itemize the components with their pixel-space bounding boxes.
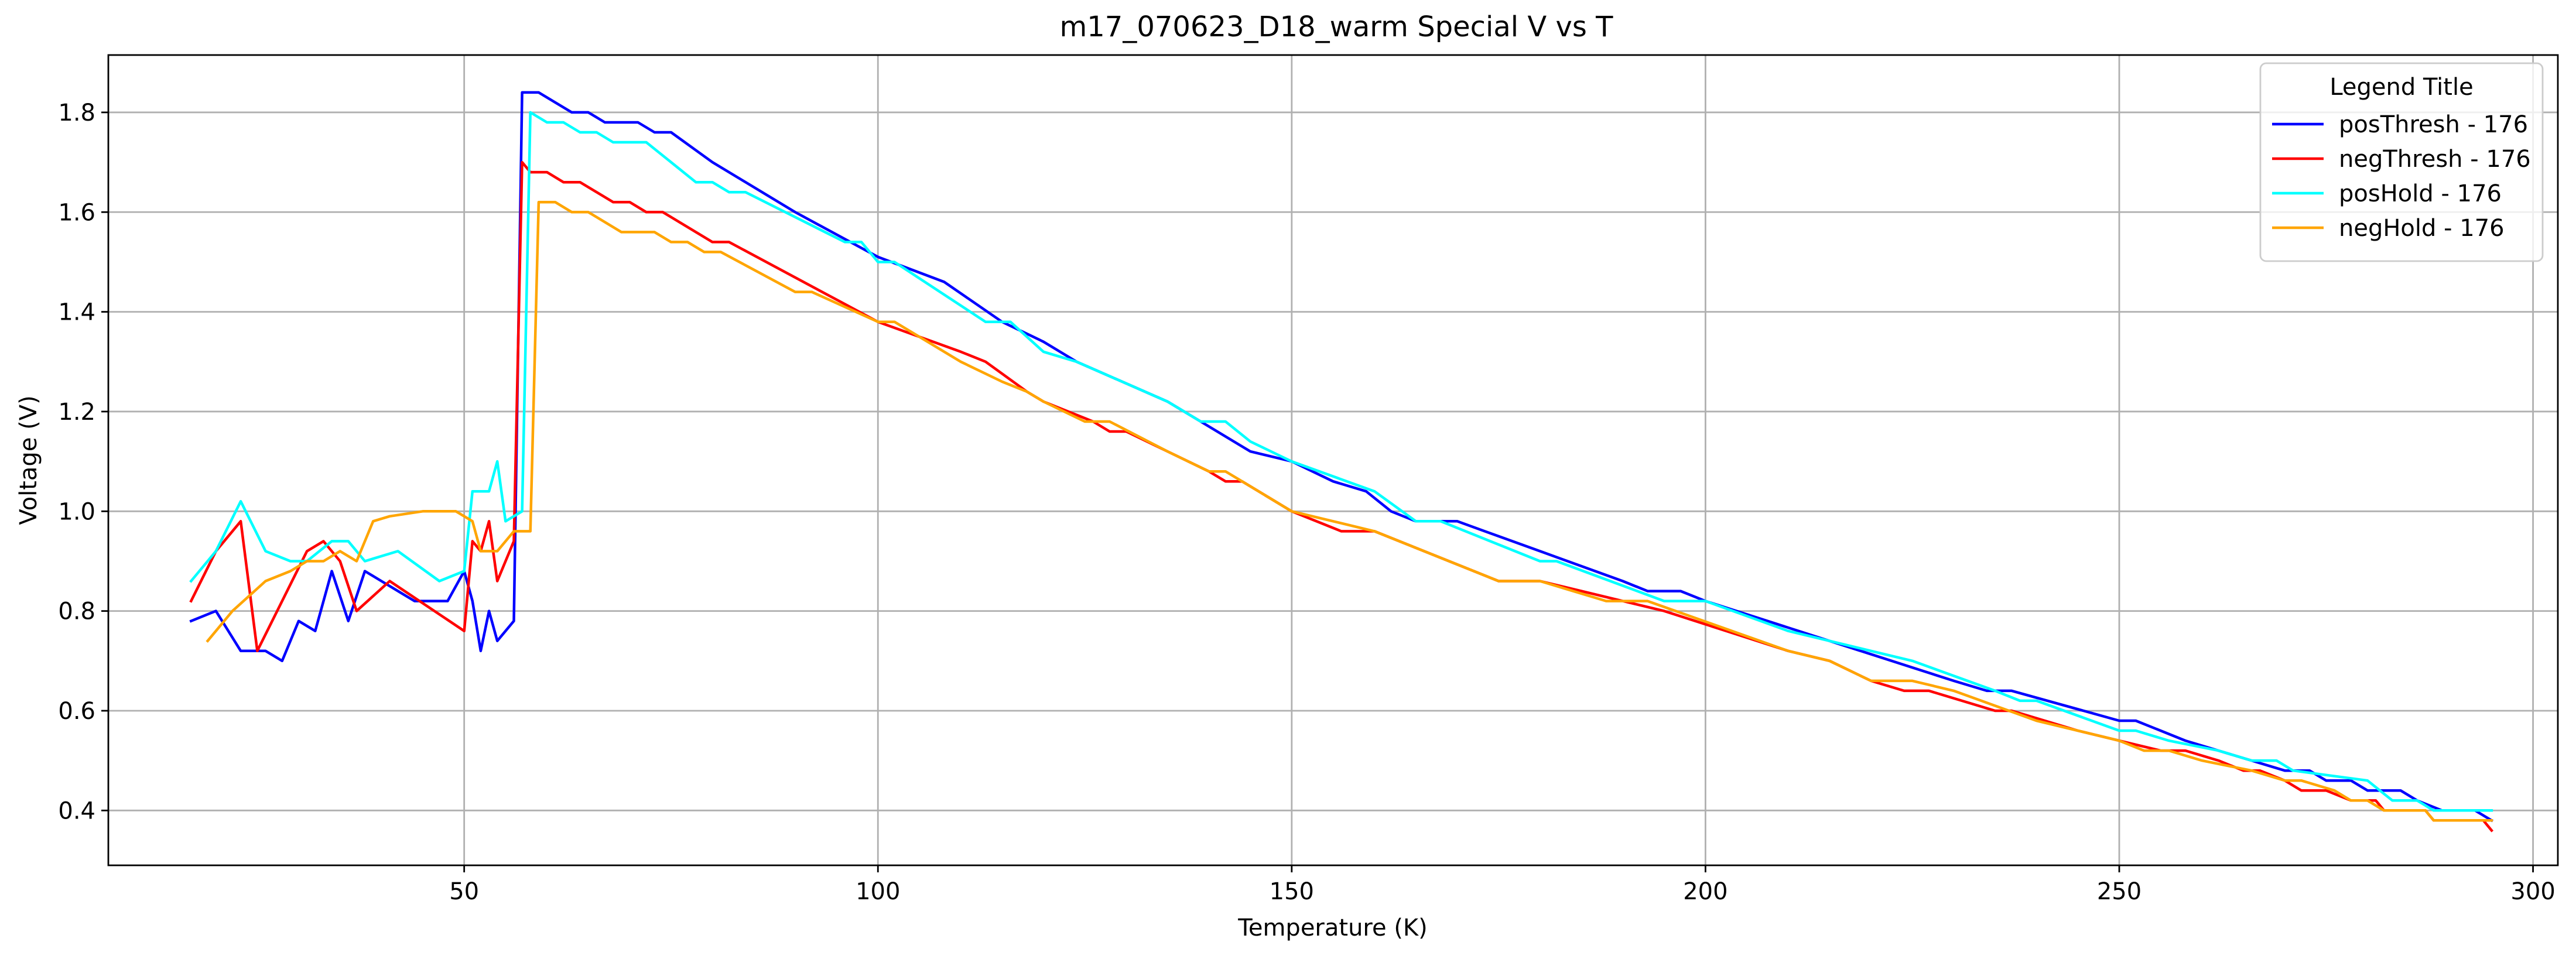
y-tick-label: 1.4 <box>58 299 95 326</box>
series-line-posthresh <box>189 91 2493 823</box>
plot-frame <box>107 54 2559 866</box>
series-line-neghold <box>206 200 2493 822</box>
x-axis-label: Temperature (K) <box>1237 915 1428 941</box>
y-tick-label: 1.6 <box>58 199 95 226</box>
y-tick-label: 1.2 <box>58 399 95 426</box>
y-axis: 0.4 0.6 0.8 1.0 1.2 1.4 1.6 1.8 <box>58 100 108 824</box>
x-tick-label: 200 <box>1683 878 1727 905</box>
x-tick-label: 250 <box>2097 878 2141 905</box>
legend-entry-label: negHold - 176 <box>2339 215 2505 242</box>
series-line-poshold <box>189 111 2493 812</box>
legend-entry-label: posThresh - 176 <box>2339 111 2528 138</box>
legend-frame <box>2259 62 2544 262</box>
legend-entry-label: posHold - 176 <box>2339 180 2502 207</box>
y-tick-label: 0.4 <box>58 797 95 824</box>
x-tick-label: 300 <box>2510 878 2555 905</box>
y-axis-label: Voltage (V) <box>15 395 42 525</box>
x-tick-label: 150 <box>1270 878 1314 905</box>
chart-title: m17_070623_D18_warm Special V vs T <box>1060 11 1614 43</box>
legend: Legend Title posThresh - 176 negThresh - … <box>2259 62 2544 262</box>
y-tick-label: 0.6 <box>58 698 95 725</box>
x-tick-label: 100 <box>856 878 900 905</box>
legend-title: Legend Title <box>2329 74 2473 101</box>
y-tick-label: 0.8 <box>58 598 95 625</box>
series-layer <box>189 91 2494 833</box>
legend-entry-label: negThresh - 176 <box>2339 146 2531 173</box>
x-axis: 50 100 150 200 250 300 <box>449 865 2556 905</box>
y-tick-label: 1.0 <box>58 498 95 525</box>
x-tick-label: 50 <box>449 878 479 905</box>
y-tick-label: 1.8 <box>58 100 95 126</box>
